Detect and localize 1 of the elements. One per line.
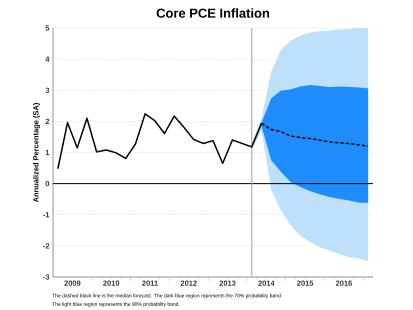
chart-title: Core PCE Inflation: [156, 8, 270, 18]
